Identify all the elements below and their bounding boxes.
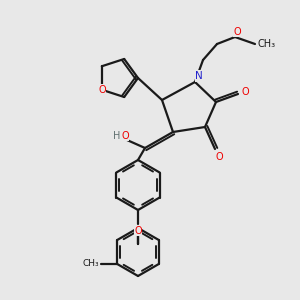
Text: O: O (241, 87, 249, 97)
Text: CH₃: CH₃ (83, 260, 100, 268)
Text: O: O (134, 226, 142, 236)
Text: N: N (195, 71, 203, 81)
Text: O: O (233, 27, 241, 37)
Text: O: O (121, 131, 129, 141)
Text: CH₃: CH₃ (258, 39, 276, 49)
Text: O: O (98, 85, 106, 95)
Text: O: O (215, 152, 223, 162)
Text: H: H (113, 131, 121, 141)
